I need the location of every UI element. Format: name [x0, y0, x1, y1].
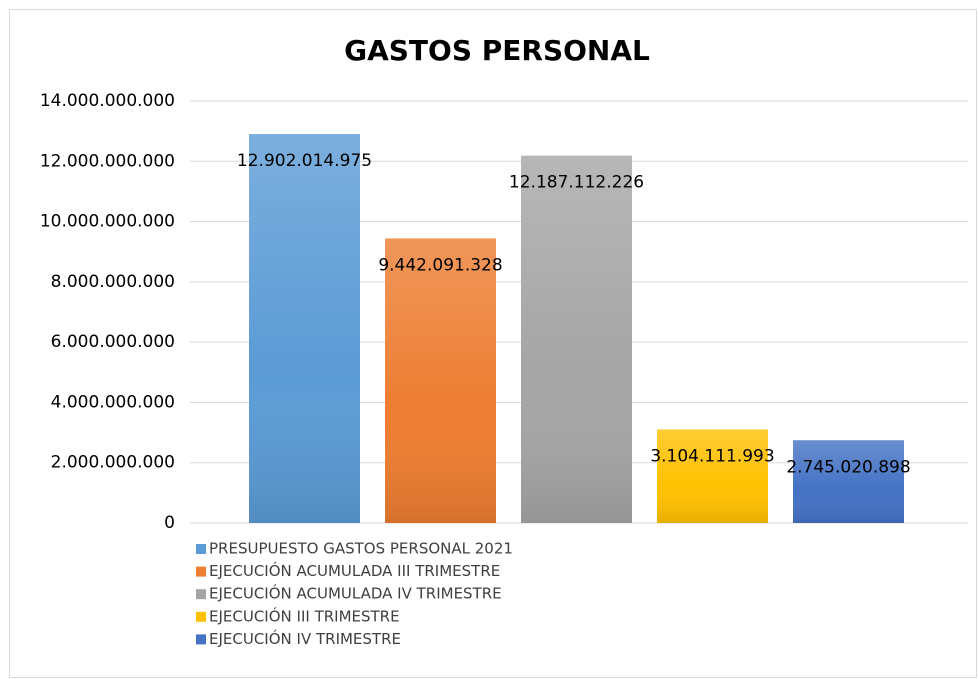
y-tick-label: 6.000.000.000: [51, 332, 175, 352]
y-tick-label: 10.000.000.000: [40, 212, 175, 232]
y-tick-label: 12.000.000.000: [40, 151, 175, 171]
bar-shade: [385, 238, 496, 523]
legend-swatch: [196, 566, 206, 577]
data-label: 9.442.091.328: [378, 255, 502, 275]
bar-shade: [657, 429, 768, 523]
chart-title: GASTOS PERSONAL: [344, 34, 650, 67]
data-label: 2.745.020.898: [786, 457, 910, 477]
y-tick-label: 14.000.000.000: [40, 91, 175, 111]
legend-swatch: [196, 589, 206, 600]
legend-swatch: [196, 611, 206, 622]
y-tick-label: 0: [164, 513, 175, 533]
data-label: 12.902.014.975: [237, 151, 372, 171]
legend-label: EJECUCIÓN ACUMULADA IV TRIMESTRE: [209, 584, 502, 603]
legend-label: EJECUCIÓN IV TRIMESTRE: [209, 629, 401, 648]
legend-label: EJECUCIÓN III TRIMESTRE: [209, 606, 400, 625]
data-label: 12.187.112.226: [509, 173, 644, 193]
legend-swatch: [196, 544, 206, 554]
legend-label: PRESUPUESTO GASTOS PERSONAL 2021: [209, 540, 513, 558]
legend-label: EJECUCIÓN ACUMULADA III TRIMESTRE: [209, 561, 500, 580]
legend-swatch: [196, 634, 206, 645]
y-tick-label: 4.000.000.000: [51, 392, 175, 412]
y-tick-label: 8.000.000.000: [51, 272, 175, 292]
bar-shade: [793, 440, 904, 523]
data-label: 3.104.111.993: [650, 446, 774, 466]
y-tick-label: 2.000.000.000: [51, 453, 175, 473]
bar-shade: [249, 134, 360, 523]
bar-shade: [521, 155, 632, 523]
